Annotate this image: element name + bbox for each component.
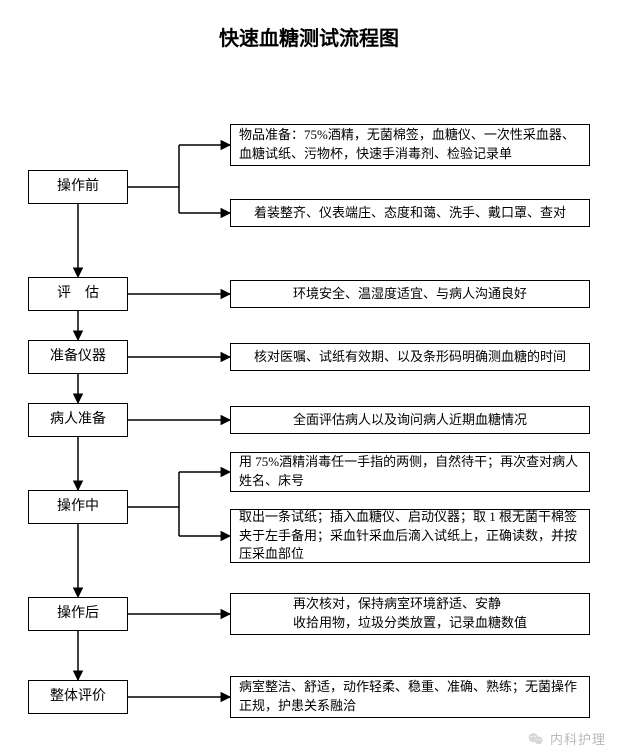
desc-d5a: 用 75%酒精消毒任一手指的两侧，自然待干；再次查对病人姓名、床号 bbox=[230, 452, 590, 492]
wechat-icon bbox=[528, 731, 544, 747]
watermark-text: 内科护理 bbox=[550, 729, 606, 748]
watermark: 内科护理 bbox=[528, 729, 606, 748]
connector-layer bbox=[0, 0, 618, 756]
desc-d3: 核对医嘱、试纸有效期、以及条形码明确测血糖的时间 bbox=[230, 343, 590, 371]
desc-d1a: 物品准备：75%酒精，无菌棉签，血糖仪、一次性采血器、血糖试纸、污物杯，快速手消… bbox=[230, 124, 590, 166]
page-title: 快速血糖测试流程图 bbox=[0, 0, 618, 59]
desc-d6: 再次核对，保持病室环境舒适、安静 收拾用物，垃圾分类放置，记录血糖数值 bbox=[230, 593, 590, 635]
desc-d2: 环境安全、温湿度适宜、与病人沟通良好 bbox=[230, 280, 590, 308]
stage-s3: 准备仪器 bbox=[28, 340, 128, 374]
desc-d5b: 取出一条试纸；插入血糖仪、启动仪器；取 1 根无菌干棉签夹于左手备用；采血针采血… bbox=[230, 509, 590, 563]
desc-d7: 病室整洁、舒适，动作轻柔、稳重、准确、熟练；无菌操作正规，护患关系融洽 bbox=[230, 676, 590, 718]
stage-s6: 操作后 bbox=[28, 597, 128, 631]
desc-d1b: 着装整齐、仪表端庄、态度和蔼、洗手、戴口罩、查对 bbox=[230, 199, 590, 227]
stage-s2: 评 估 bbox=[28, 277, 128, 311]
stage-s1: 操作前 bbox=[28, 170, 128, 204]
stage-s7: 整体评价 bbox=[28, 680, 128, 714]
desc-d4: 全面评估病人以及询问病人近期血糖情况 bbox=[230, 406, 590, 434]
stage-s4: 病人准备 bbox=[28, 403, 128, 437]
stage-s5: 操作中 bbox=[28, 490, 128, 524]
